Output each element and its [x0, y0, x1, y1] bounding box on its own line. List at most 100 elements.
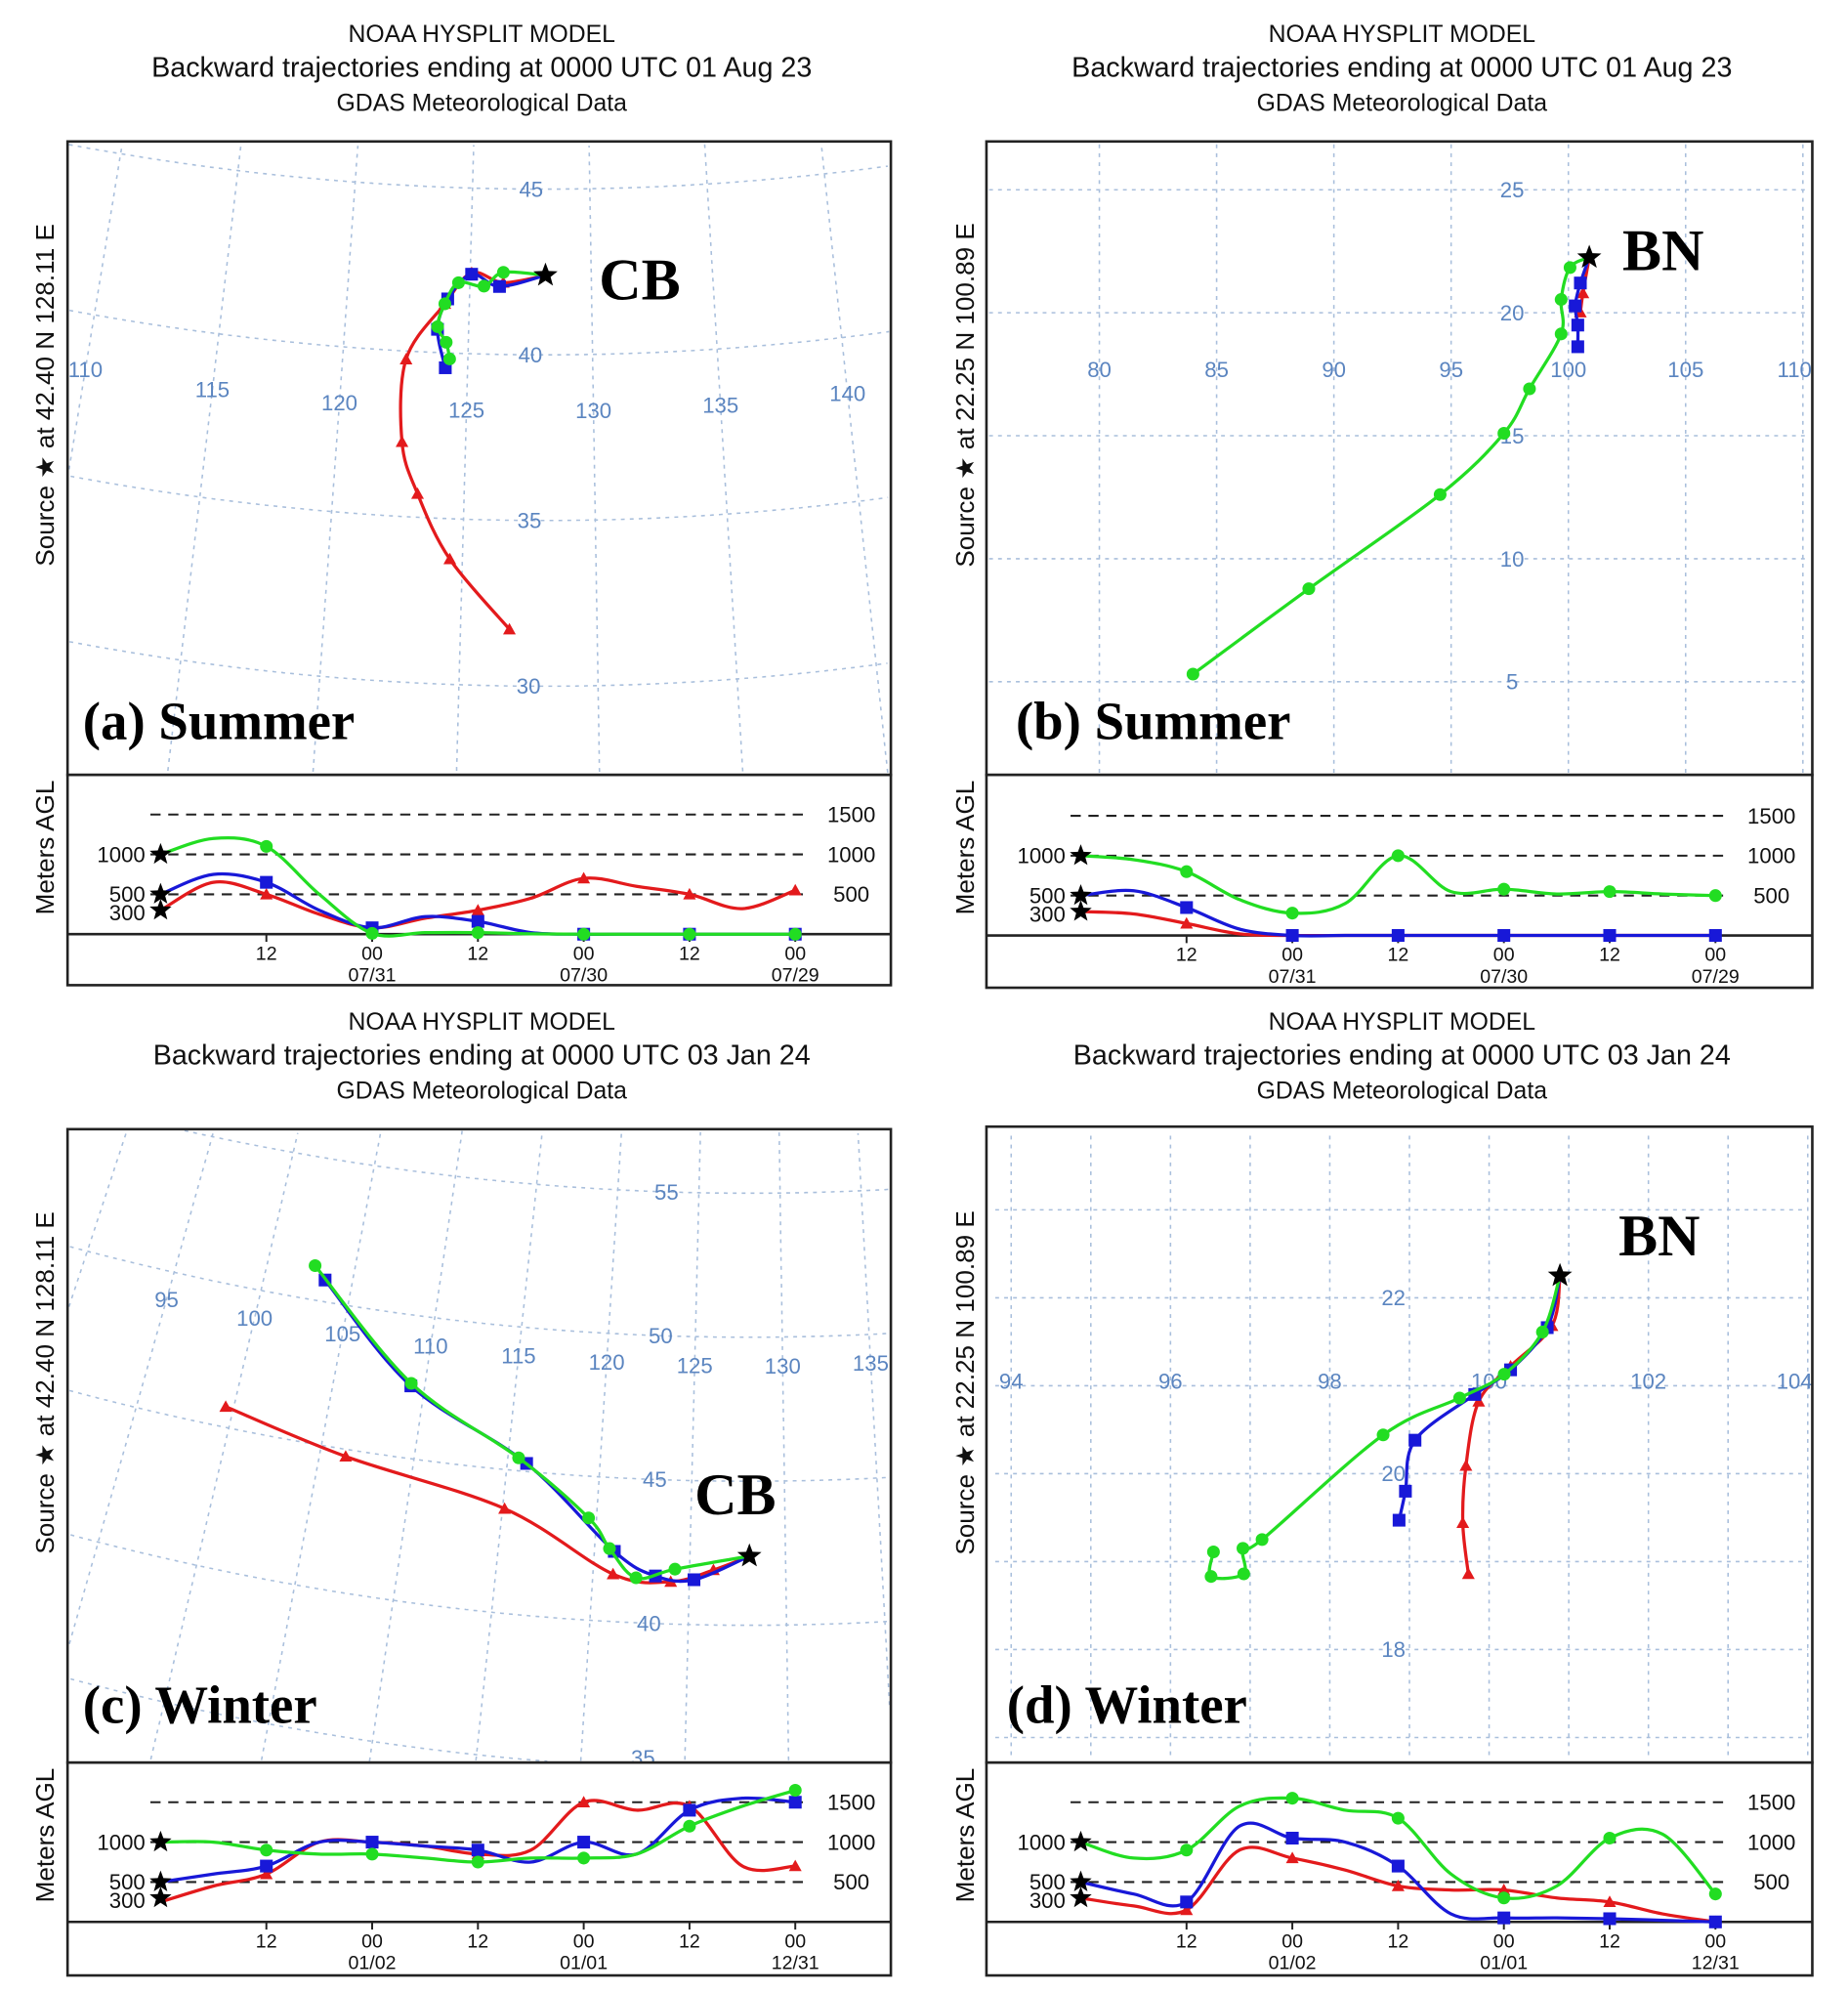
- height-left-label: 1000: [1018, 1830, 1066, 1854]
- height-right-label: 1500: [1747, 1791, 1795, 1815]
- circle-marker: [1563, 261, 1576, 275]
- time-tick-date: 12/31: [772, 1953, 819, 1974]
- circle-marker: [1285, 907, 1299, 920]
- square-marker: [365, 1836, 379, 1849]
- trajectory-line-1000: [1207, 1275, 1562, 1581]
- triangle-marker: [219, 1400, 232, 1413]
- title-line: GDAS Meteorological Data: [337, 1079, 628, 1105]
- triangle-marker: [443, 552, 457, 565]
- height-right-label: 500: [833, 1870, 869, 1894]
- time-tick-label: 00: [784, 943, 806, 964]
- circle-marker: [440, 335, 453, 349]
- circle-marker: [1302, 582, 1316, 596]
- circle-marker: [788, 927, 802, 941]
- time-tick-label: 12: [1388, 945, 1409, 966]
- square-marker: [683, 1803, 696, 1817]
- time-tick-label: 00: [573, 943, 595, 964]
- square-marker: [1574, 276, 1587, 290]
- longitude-label: 125: [448, 398, 484, 422]
- latitude-label: 20: [1381, 1462, 1406, 1486]
- circle-marker: [1554, 327, 1568, 341]
- season-label: (c) Winter: [83, 1675, 317, 1735]
- circle-marker: [1708, 889, 1722, 903]
- square-marker: [1391, 929, 1405, 943]
- season-label: (b) Summer: [1016, 692, 1291, 751]
- latitude-label: 50: [649, 1324, 673, 1348]
- height-right-label: 1500: [827, 1791, 875, 1815]
- time-tick-label: 00: [361, 1930, 383, 1952]
- source-star-icon: [1070, 1830, 1092, 1852]
- longitude-label: 110: [68, 358, 103, 382]
- height-left-label: 500: [1029, 1870, 1066, 1894]
- triangle-marker: [503, 622, 517, 635]
- time-tick-label: 12: [1599, 1930, 1620, 1952]
- longitude-label: 98: [1318, 1370, 1342, 1394]
- circle-marker: [365, 1847, 379, 1861]
- circle-marker: [1523, 382, 1536, 396]
- circle-marker: [1186, 667, 1199, 681]
- longitude-label: 135: [702, 394, 738, 418]
- triangle-marker: [498, 1502, 512, 1514]
- time-tick-label: 12: [467, 1930, 488, 1952]
- triangle-marker: [396, 435, 409, 447]
- square-marker: [1497, 929, 1511, 943]
- longitude-gridline: [588, 146, 601, 773]
- square-marker: [471, 1844, 484, 1857]
- circle-marker: [629, 1571, 643, 1585]
- panels-group: NOAA HYSPLIT MODEL Backward trajectories …: [30, 21, 1814, 1977]
- title-line: NOAA HYSPLIT MODEL: [348, 1009, 614, 1036]
- source-location-label: Source ★ at 42.40 N 128.11 E: [30, 224, 60, 567]
- season-label: (a) Summer: [83, 692, 355, 751]
- circle-marker: [1497, 1368, 1511, 1381]
- title-line: GDAS Meteorological Data: [337, 90, 628, 116]
- triangle-marker: [1461, 1567, 1475, 1580]
- triangle-marker: [471, 904, 484, 915]
- triangle-marker: [788, 1859, 802, 1872]
- triangle-marker: [577, 1796, 591, 1807]
- circle-marker: [442, 352, 456, 365]
- height-left-label: 500: [1029, 884, 1066, 909]
- time-tick-label: 00: [361, 943, 383, 964]
- time-tick-label: 12: [1176, 945, 1197, 966]
- height-right-label: 1000: [827, 842, 875, 867]
- latitude-label: 55: [654, 1180, 679, 1205]
- height-right-label: 1000: [1747, 844, 1795, 869]
- height-left-label: 300: [1029, 902, 1066, 926]
- latitude-gridline: [70, 1534, 890, 1627]
- triangle-marker: [1180, 916, 1194, 929]
- longitude-label: 104: [1777, 1370, 1813, 1394]
- longitude-gridline: [777, 1132, 790, 1760]
- square-marker: [1571, 318, 1584, 332]
- square-marker: [1708, 929, 1722, 943]
- title-line: NOAA HYSPLIT MODEL: [1269, 1009, 1535, 1036]
- circle-marker: [683, 1819, 696, 1833]
- circle-marker: [1603, 885, 1617, 899]
- latitude-label: 18: [1381, 1637, 1406, 1662]
- title-line: Backward trajectories ending at 0000 UTC…: [153, 1039, 811, 1071]
- circle-marker: [1237, 1542, 1250, 1555]
- triangle-marker: [577, 871, 591, 884]
- triangle-marker: [410, 487, 425, 499]
- time-tick-date: 01/01: [1480, 1953, 1528, 1974]
- trajectory-line-300: [225, 1405, 750, 1585]
- square-marker: [1180, 901, 1194, 914]
- circle-marker: [577, 927, 591, 941]
- source-star-icon: [149, 1870, 172, 1891]
- panel-c: NOAA HYSPLIT MODEL Backward trajectories …: [30, 1009, 893, 1977]
- triangle-marker: [260, 887, 273, 900]
- square-marker: [260, 875, 273, 889]
- trajectory-line-500: [323, 1279, 750, 1584]
- latitude-gridline: [68, 144, 889, 191]
- longitude-gridline: [579, 1132, 623, 1761]
- latitude-gridline: [69, 1246, 889, 1338]
- square-marker: [1571, 340, 1584, 354]
- square-marker: [471, 914, 484, 928]
- square-marker: [788, 1796, 802, 1809]
- title-line: NOAA HYSPLIT MODEL: [1269, 21, 1535, 48]
- time-tick-date: 07/31: [1269, 966, 1317, 988]
- time-tick-label: 00: [1281, 1930, 1303, 1952]
- circle-marker: [683, 927, 696, 941]
- longitude-gridline: [703, 144, 744, 772]
- square-marker: [465, 268, 479, 281]
